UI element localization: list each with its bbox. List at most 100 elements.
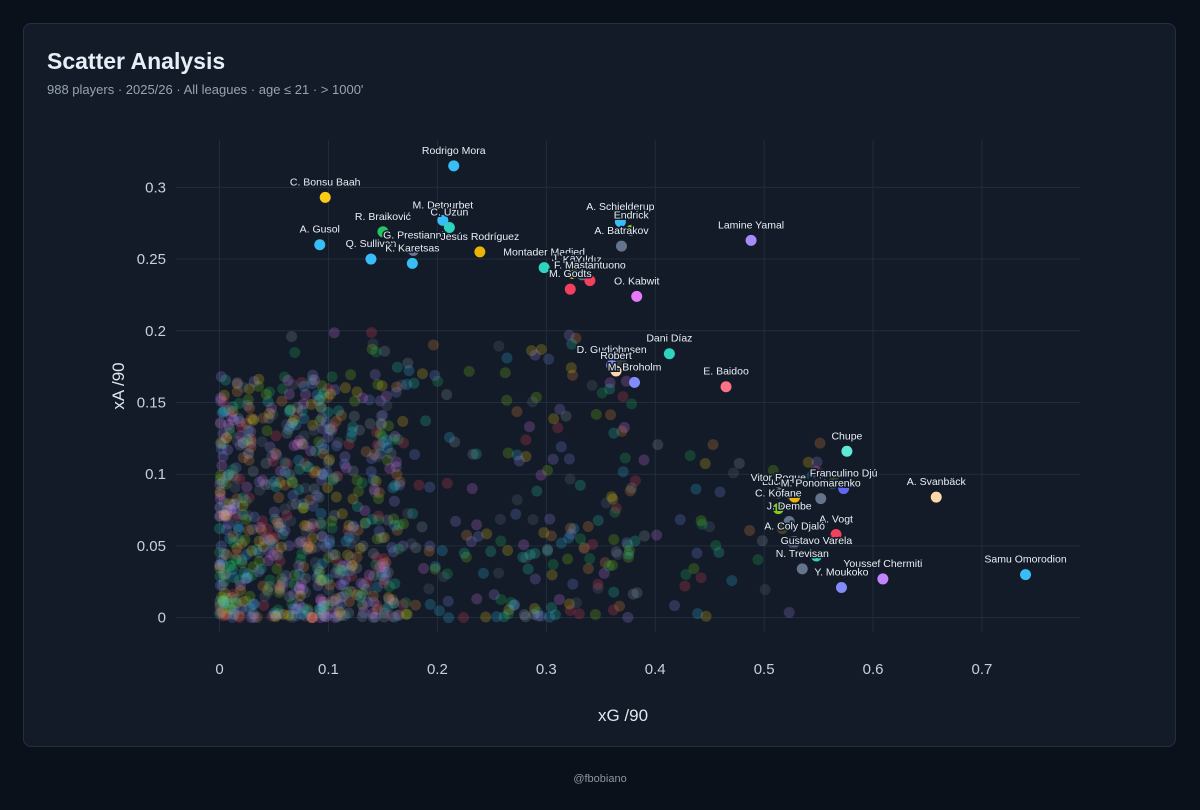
background-point bbox=[526, 345, 538, 357]
background-point bbox=[358, 579, 370, 591]
background-point bbox=[381, 442, 393, 454]
background-point bbox=[248, 611, 260, 623]
background-point bbox=[290, 498, 302, 510]
background-point bbox=[394, 476, 406, 488]
background-point bbox=[214, 600, 226, 612]
background-point bbox=[529, 547, 541, 559]
background-point bbox=[631, 587, 643, 599]
background-point bbox=[318, 387, 330, 399]
background-point bbox=[267, 409, 279, 421]
background-point bbox=[292, 401, 304, 413]
background-point bbox=[244, 402, 256, 414]
background-point bbox=[347, 421, 359, 433]
background-point bbox=[224, 498, 236, 510]
background-point bbox=[242, 510, 254, 522]
player-label: A. Schjelderup bbox=[586, 201, 654, 213]
background-point bbox=[357, 606, 369, 618]
background-point bbox=[696, 518, 708, 530]
background-point bbox=[354, 542, 366, 554]
background-point bbox=[256, 515, 268, 527]
background-point bbox=[535, 343, 547, 355]
background-point bbox=[332, 437, 344, 449]
background-point bbox=[243, 454, 255, 466]
background-point bbox=[293, 598, 305, 610]
background-point bbox=[354, 424, 366, 436]
background-point bbox=[337, 560, 349, 572]
player-point bbox=[365, 253, 377, 265]
background-point bbox=[301, 520, 313, 532]
background-point bbox=[378, 574, 390, 586]
background-point bbox=[783, 606, 795, 618]
background-point bbox=[541, 545, 553, 557]
background-point bbox=[268, 607, 280, 619]
background-point bbox=[604, 383, 616, 395]
background-point bbox=[311, 571, 323, 583]
background-point bbox=[604, 377, 616, 389]
background-point bbox=[335, 579, 347, 591]
background-point bbox=[360, 517, 372, 529]
player-point bbox=[835, 582, 847, 594]
background-point bbox=[214, 478, 226, 490]
background-point bbox=[221, 592, 233, 604]
background-point bbox=[241, 481, 253, 493]
background-point bbox=[695, 572, 707, 584]
background-point bbox=[219, 569, 231, 581]
background-point bbox=[283, 388, 295, 400]
background-point bbox=[215, 437, 227, 449]
background-point bbox=[393, 519, 405, 531]
background-point bbox=[554, 403, 566, 415]
background-point bbox=[221, 597, 233, 609]
background-point bbox=[283, 540, 295, 552]
background-point bbox=[323, 584, 335, 596]
background-point bbox=[420, 415, 432, 427]
background-point bbox=[307, 532, 319, 544]
background-point bbox=[218, 575, 230, 587]
background-point bbox=[287, 477, 299, 489]
background-point bbox=[352, 524, 364, 536]
background-point bbox=[264, 534, 276, 546]
background-point bbox=[410, 542, 422, 554]
background-point bbox=[423, 583, 435, 595]
background-point bbox=[383, 593, 395, 605]
background-point bbox=[215, 606, 227, 618]
player-point bbox=[772, 487, 784, 499]
player-label: F. Mastantuono bbox=[554, 260, 626, 272]
background-point bbox=[374, 428, 386, 440]
background-point bbox=[267, 541, 279, 553]
background-point bbox=[228, 536, 240, 548]
background-point bbox=[352, 485, 364, 497]
background-point bbox=[253, 373, 265, 385]
background-point bbox=[335, 599, 347, 611]
background-point bbox=[684, 450, 696, 462]
background-point bbox=[600, 497, 612, 509]
background-point bbox=[300, 525, 312, 537]
background-point bbox=[390, 386, 402, 398]
background-point bbox=[225, 603, 237, 615]
background-point bbox=[214, 579, 226, 591]
background-point bbox=[405, 538, 417, 550]
background-point bbox=[367, 338, 379, 350]
background-point bbox=[317, 600, 329, 612]
background-point bbox=[397, 518, 409, 530]
background-point bbox=[480, 611, 492, 623]
background-point bbox=[238, 566, 250, 578]
background-point bbox=[291, 439, 303, 451]
background-point bbox=[283, 423, 295, 435]
background-point bbox=[214, 606, 226, 618]
background-point bbox=[270, 611, 282, 623]
background-point bbox=[214, 474, 226, 486]
player-point bbox=[610, 365, 622, 377]
background-point bbox=[328, 595, 340, 607]
background-point bbox=[293, 560, 305, 572]
player-label: J. Dembe bbox=[767, 501, 812, 513]
background-point bbox=[529, 603, 541, 615]
background-point bbox=[520, 451, 532, 463]
background-point bbox=[386, 610, 398, 622]
background-point bbox=[371, 451, 383, 463]
background-point bbox=[397, 599, 409, 611]
background-point bbox=[214, 559, 226, 571]
background-point bbox=[329, 549, 341, 561]
background-point bbox=[283, 609, 295, 621]
background-point bbox=[584, 553, 596, 565]
background-point bbox=[596, 387, 608, 399]
